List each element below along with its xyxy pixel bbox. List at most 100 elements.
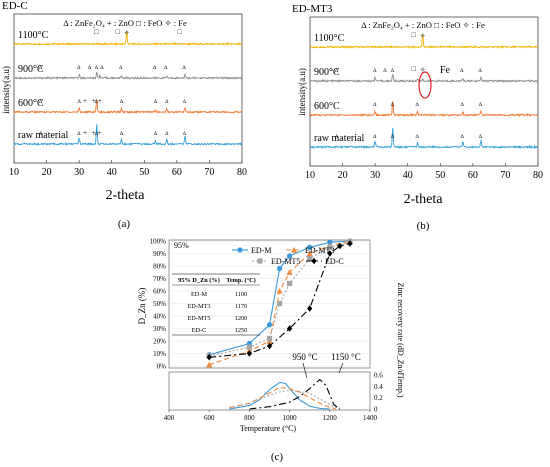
peak-marker: Δ <box>391 134 395 140</box>
peak-marker: Δ <box>165 99 169 105</box>
data-point-diamond <box>246 350 252 357</box>
peak-marker: Δ <box>182 65 186 71</box>
peak-marker: □ <box>411 65 416 73</box>
peak-marker: Δ <box>88 65 92 71</box>
peak-marker: Δ <box>335 68 339 74</box>
panel-c-inset-table: 95% D_Zn (%) Temp. (°C) ED-M 1100 ED-MT3 11… <box>172 273 260 336</box>
x-tick-label: 1000 <box>283 414 298 422</box>
data-point-diamond <box>206 354 212 361</box>
peak-marker: + <box>91 129 95 137</box>
xrd-pattern-600-c <box>13 99 243 115</box>
peak-marker: Δ <box>95 99 99 105</box>
y-tick-label: 20% <box>153 338 166 346</box>
panel-b-title: ED-MT3 <box>292 3 333 15</box>
peak-marker: ✧ <box>420 32 426 40</box>
x-tick-label: 80 <box>533 170 543 181</box>
panel-a-legend: Δ : ZnFe₂O₄ + : ZnO □ : FeO ✧ : Fe <box>63 18 187 28</box>
data-point-circle <box>307 244 313 250</box>
peak-marker: □ <box>177 28 182 36</box>
table-cell-temp: 1100 <box>235 291 247 298</box>
peak-marker: Δ <box>154 99 158 105</box>
x-tick-label: 40 <box>403 170 413 181</box>
x-tick-label: 600 <box>204 414 215 422</box>
xrd-pattern-900-c <box>13 72 243 81</box>
peak-marker: + <box>83 97 87 105</box>
table-cell-temp: 1170 <box>235 303 247 310</box>
x-tick-label: 40 <box>107 167 117 178</box>
peak-marker: ✧ <box>124 29 130 37</box>
peak-marker: Δ <box>391 102 395 108</box>
table-header-dzn: 95% D_Zn (%) <box>178 277 220 284</box>
y-tick-label: 70% <box>153 275 166 283</box>
series-label-600-c: 600°C <box>18 98 44 109</box>
peak-marker: Δ <box>77 65 81 71</box>
peak-marker: Δ <box>164 65 168 71</box>
panel-c-annotation-950: 950 °C <box>292 352 317 362</box>
x-tick-label: 60 <box>172 167 182 178</box>
y-tick-label: 0% <box>157 363 167 371</box>
xrd-pattern-raw-material <box>309 127 538 150</box>
series-label-raw-material: raw material <box>18 130 68 141</box>
series-label-1100-c: 1100°C <box>314 33 345 44</box>
panel-a-y-axis-label: intensity(a.u) <box>1 66 11 114</box>
y-tick-label: 90% <box>153 250 166 258</box>
x-tick-label: 400 <box>164 414 175 422</box>
peak-marker: Δ <box>77 131 81 137</box>
panel-a-x-ticks: 10 20 30 40 50 60 70 80 <box>9 160 247 178</box>
panel-c-top-y-axis-label: D_Zn (%) <box>137 288 147 325</box>
legend-label: ED-M <box>251 246 271 255</box>
x-tick-label: 70 <box>204 167 214 178</box>
legend-label: ED-MT3 <box>305 246 334 255</box>
peak-marker: Δ <box>39 131 43 137</box>
panel-a-plot-frame <box>13 13 243 164</box>
legend-label: ED-MT5 <box>271 257 300 266</box>
xrd-pattern-1100-c <box>13 31 243 47</box>
table-cell-sample: ED-M <box>191 291 207 298</box>
peak-marker: Δ <box>335 134 339 140</box>
panel-b-x-axis-label: 2-theta <box>404 192 444 207</box>
panel-b-caption: (b) <box>417 220 430 232</box>
data-point-circle <box>327 239 333 245</box>
y-tick-label-right: 0 <box>374 406 378 414</box>
recovery-curve-ed-m <box>229 381 330 410</box>
data-point-square <box>246 344 252 350</box>
peak-marker: + <box>98 129 102 137</box>
data-point-triangle <box>286 269 293 275</box>
peak-marker: Δ <box>460 68 464 74</box>
x-tick-label: 30 <box>370 170 380 181</box>
data-point-square <box>307 255 313 262</box>
annotation-1150-leader <box>338 362 344 374</box>
panel-c-chart: 0% 10% 20% 30% 40% 50% 60% 70% 80% 90% 100% D_Zn (… <box>137 238 405 464</box>
y-tick-label: 30% <box>153 325 166 333</box>
table-body: ED-M 1100 ED-MT3 1170 ED-MT5 1200 ED-C 1250 <box>187 291 247 334</box>
peak-marker: Δ <box>39 65 43 71</box>
peak-marker: Δ <box>391 68 395 74</box>
y-tick-label-right: 0.4 <box>374 383 383 391</box>
x-tick-label: 80 <box>237 167 247 178</box>
y-tick-label: 60% <box>153 288 166 296</box>
panel-c-bottom-frame <box>168 371 371 411</box>
peak-marker: Δ <box>373 68 377 74</box>
data-point-diamond <box>307 305 313 312</box>
peak-marker: Δ <box>479 134 483 140</box>
x-tick-label: 30 <box>74 167 84 178</box>
panel-b-plot-frame <box>309 16 539 167</box>
peak-marker: Δ <box>373 102 377 108</box>
peak-marker: Δ <box>383 68 387 74</box>
table-header-temp: Temp. (°C) <box>226 277 256 284</box>
peak-marker: Δ <box>120 99 124 105</box>
panel-c-95-label: 95% <box>174 241 189 250</box>
panel-c-caption: (c) <box>271 451 284 463</box>
x-tick-label: 20 <box>42 167 52 178</box>
x-tick-label: 70 <box>500 170 510 181</box>
xrd-pattern-600-c <box>309 101 539 118</box>
panel-c-legend: ED-M ED-MT3 ED-MT5 ED-C <box>232 246 344 266</box>
legend-label: ED-C <box>325 257 344 266</box>
data-point-square <box>327 244 333 250</box>
peak-marker: Δ <box>95 131 99 137</box>
xrd-pattern-raw-material <box>13 124 243 146</box>
x-tick-label: 10 <box>305 170 315 181</box>
panel-c-annotation-1150: 1150 °C <box>331 352 361 362</box>
peak-marker: Δ <box>153 65 157 71</box>
